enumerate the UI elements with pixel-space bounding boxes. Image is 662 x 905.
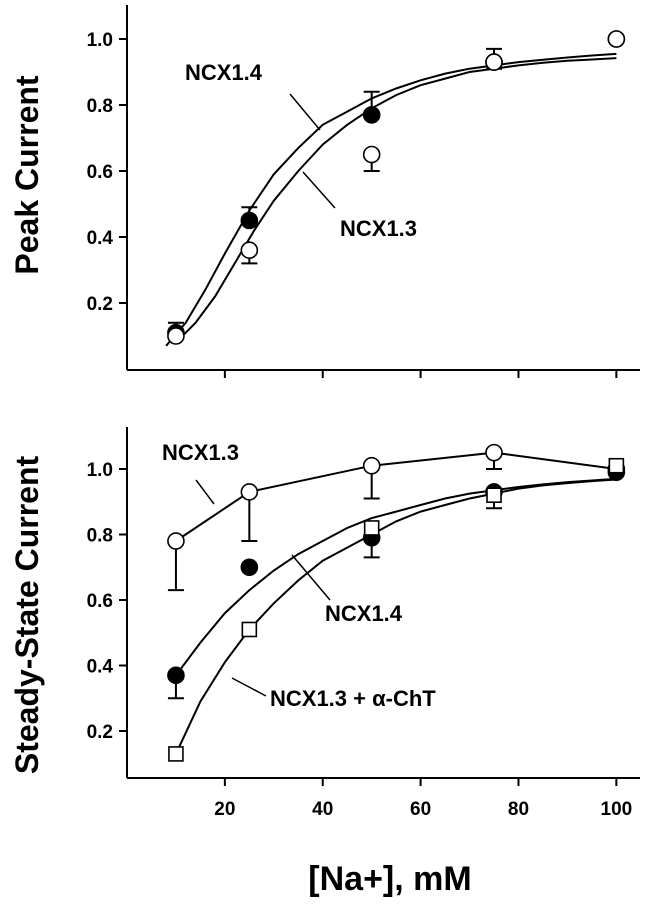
y-axis-title: Peak Current [9,75,45,275]
data-point-ncx1-4 [167,666,185,685]
data-point-ncx1-3 [362,145,381,164]
annotation-leader-ncx1-4 [291,554,331,601]
steady-state-panel: 0.2 0.4 0.6 0.8 1.0 20 40 60 80 100 Steady-State C… [9,427,640,820]
data-point-ncx1-3 [167,327,185,345]
data-point-ncx1-3-cht [168,746,184,762]
annotation-leader-ncx1-3 [195,479,215,505]
data-point-ncx1-4 [240,558,259,577]
y-tick-label: 0.8 [87,96,113,117]
x-tick-label: 60 [410,799,431,820]
annotation-ncx1-4: NCX1.4 [185,60,263,85]
data-point-ncx1-3-cht [608,457,625,474]
y-tick-label: 0.2 [87,294,113,315]
y-tick-label: 0.6 [87,162,113,183]
y-tick-label: 1.0 [87,30,113,51]
data-point-ncx1-3 [362,456,381,475]
x-tick-label: 80 [508,799,529,820]
data-point-ncx1-3 [485,443,503,462]
data-point-ncx1-3-cht [486,487,502,504]
y-tick-label: 0.8 [87,526,113,547]
annotation-leader-ncx1-4 [289,93,321,131]
y-tick-label: 0.4 [87,228,114,249]
data-point-ncx1-3 [167,532,185,550]
x-tick-label: 100 [601,799,633,820]
y-axis-title: Steady-State Current [9,456,45,775]
y-tick-label: 1.0 [87,460,113,481]
x-axis-title: [Na+], mM [308,860,471,898]
annotation-leader-ncx1-3-cht [231,677,267,697]
y-tick-label: 0.2 [87,722,113,743]
peak-current-panel: 0.2 0.4 0.6 0.8 1.0 Peak Current NCX1.4 NCX1.3 [9,5,640,378]
data-point-ncx1-3 [240,483,259,501]
y-tick-label: 0.6 [87,591,113,612]
annotation-ncx1-3-cht: NCX1.3 + α-ChT [270,686,436,711]
annotation-ncx1-3: NCX1.3 [162,440,239,465]
annotation-leader-ncx1-3 [302,171,336,209]
annotation-ncx1-4: NCX1.4 [325,601,403,626]
data-point-ncx1-3 [485,53,503,71]
x-tick-label: 20 [214,799,235,820]
data-point-ncx1-3 [607,30,626,48]
data-point-ncx1-3-cht [241,621,258,638]
data-point-ncx1-3 [240,241,259,259]
series-line-ncx1-3 [175,451,617,542]
annotation-ncx1-3: NCX1.3 [340,216,417,241]
x-tick-label: 40 [312,799,333,820]
series-line-ncx1-4 [175,477,617,676]
data-point-ncx1-4 [362,106,381,124]
series-line-ncx1-3 [175,57,617,344]
data-point-ncx1-4 [240,211,259,230]
y-tick-label: 0.4 [87,657,114,678]
series-line-ncx1-4 [165,52,617,347]
data-point-ncx1-3-cht [363,520,380,536]
